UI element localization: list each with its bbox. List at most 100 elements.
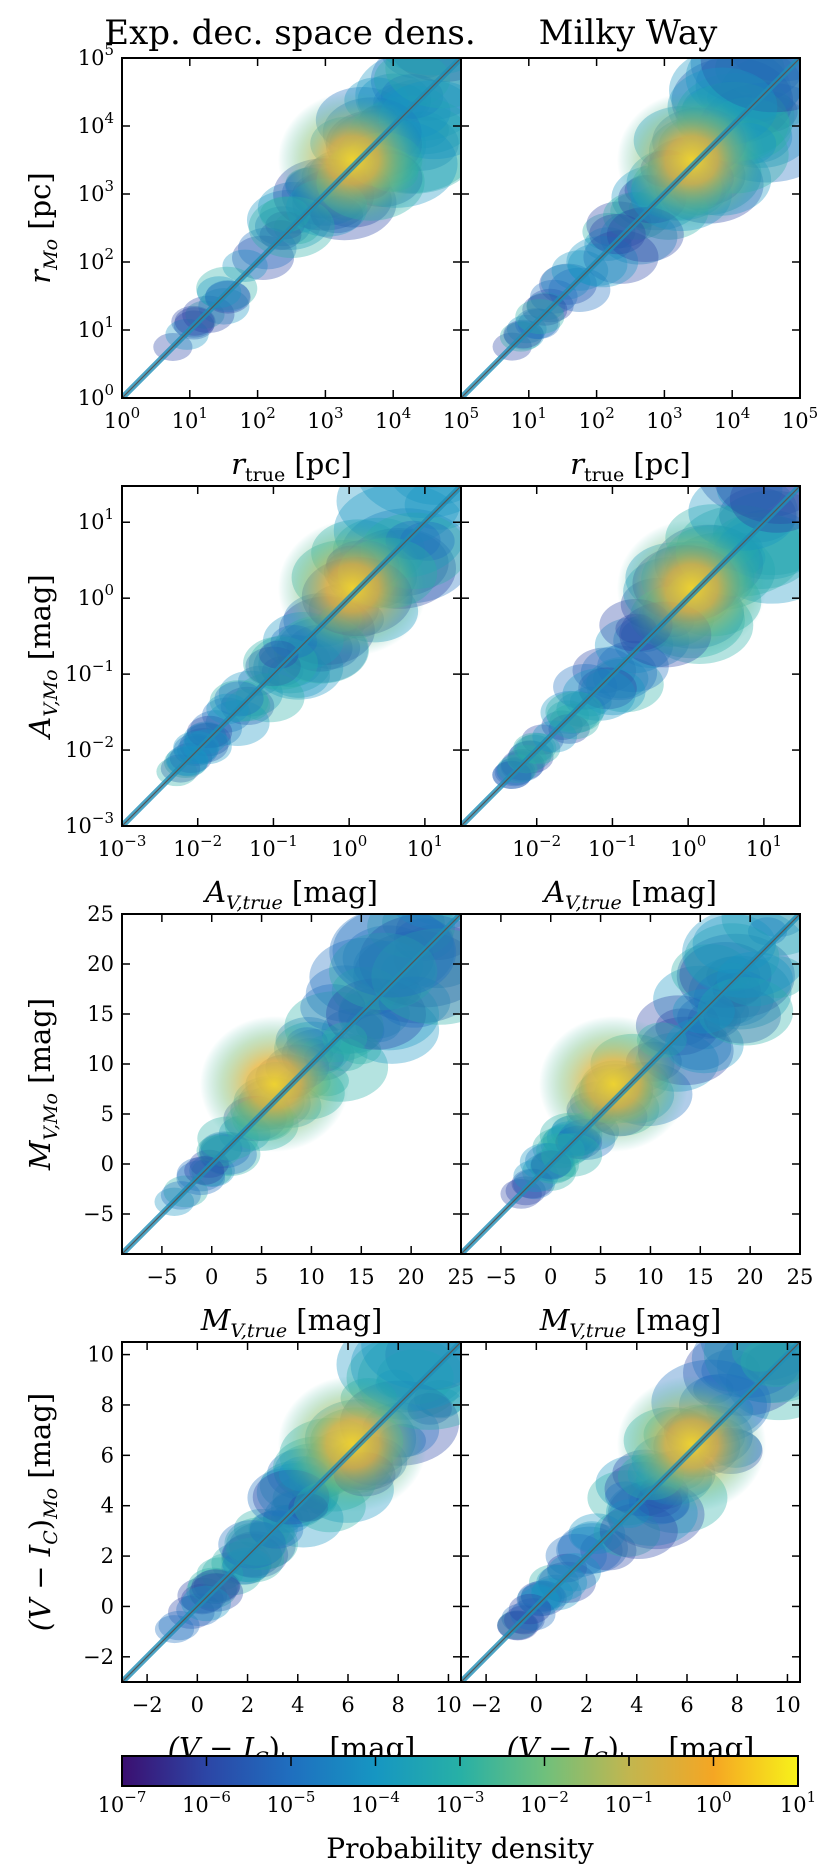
tick-label: 10−6 bbox=[182, 1788, 231, 1817]
tick-label: 8 bbox=[101, 1393, 114, 1417]
y-ticks bbox=[461, 57, 800, 399]
tick-label: 2 bbox=[241, 1693, 254, 1717]
tick-label: 0 bbox=[101, 1594, 114, 1618]
axis-label: MV,Mo [mag] bbox=[23, 998, 62, 1171]
tick-label: 10 bbox=[637, 1265, 664, 1289]
density-blob bbox=[599, 1503, 678, 1559]
density-blob bbox=[747, 956, 800, 998]
tick-label: 10−5 bbox=[267, 1788, 316, 1817]
density-blob bbox=[332, 914, 455, 995]
tick-label: 2 bbox=[580, 1693, 593, 1717]
colorbar: 10−7 10−6 10−5 10−4 10−3 10−2 10−1 100 101 Proba… bbox=[98, 1755, 816, 1865]
tick-label: 100 bbox=[670, 832, 706, 861]
density-blob bbox=[329, 914, 457, 998]
tick-label: 10−3 bbox=[65, 809, 114, 838]
tick-label: 101 bbox=[172, 404, 208, 433]
tick-label: 15 bbox=[348, 1265, 375, 1289]
y-ticks: 10−3 10−2 10−1 100 101 bbox=[65, 505, 461, 838]
density-blob bbox=[682, 1017, 727, 1050]
density-blob bbox=[254, 206, 311, 247]
density-blob bbox=[329, 932, 438, 1011]
density-blob bbox=[198, 288, 250, 325]
tick-label: 103 bbox=[646, 404, 682, 433]
tick-label: 100 bbox=[695, 1788, 731, 1817]
tick-label: 102 bbox=[239, 404, 275, 433]
panel-rows: 100 101 102 103 104 105100101102103104105rtru… bbox=[23, 20, 818, 1770]
panel-extinction-right: 10−2 10−1 100 101 AV,true [mag] bbox=[460, 485, 801, 914]
density-blob bbox=[600, 209, 678, 265]
density-blob bbox=[238, 665, 280, 696]
density-blob bbox=[331, 966, 400, 1016]
axis-label: (V − IC)Mo [mag] bbox=[23, 1393, 62, 1631]
tick-label: 6 bbox=[101, 1443, 114, 1467]
density-blob bbox=[715, 58, 785, 94]
density-blob bbox=[382, 58, 457, 79]
reference-line bbox=[461, 58, 800, 398]
density-blob bbox=[214, 681, 264, 717]
panel-row-extinction: 10−3 10−2 10−1 100 101 10−3 10−2 10−1 100 101 AV,t… bbox=[23, 485, 801, 914]
density-blob bbox=[690, 58, 800, 105]
tick-label: 25 bbox=[787, 1265, 814, 1289]
tick-label: 10−2 bbox=[173, 832, 222, 861]
density-blob bbox=[721, 914, 800, 956]
tick-label: 104 bbox=[714, 404, 750, 433]
density-blob bbox=[222, 249, 268, 283]
tick-label: 101 bbox=[511, 404, 547, 433]
tick-label: 20 bbox=[737, 1265, 764, 1289]
density-blob bbox=[731, 1342, 788, 1372]
colorbar-label: Probability density bbox=[326, 1832, 594, 1865]
density-blob bbox=[414, 1380, 461, 1418]
tick-label: 10−2 bbox=[520, 1788, 569, 1817]
density-blob bbox=[653, 965, 747, 1033]
density-blob bbox=[715, 486, 800, 524]
density-blob bbox=[712, 972, 761, 1008]
axis-label: AV,true [mag] bbox=[202, 875, 378, 914]
tick-label: 20 bbox=[87, 952, 114, 976]
density-blob bbox=[191, 1157, 233, 1187]
density-blob bbox=[221, 1537, 285, 1583]
density-blob bbox=[586, 656, 664, 713]
tick-label: 10 bbox=[435, 1693, 462, 1717]
tick-label: 10−1 bbox=[65, 657, 114, 686]
density-blob bbox=[338, 978, 440, 1051]
x-ticks: 101 102 103 104 105 bbox=[511, 58, 818, 433]
density-blob bbox=[540, 264, 591, 300]
tick-label: 10−3 bbox=[436, 1788, 485, 1817]
tick-label: 101 bbox=[780, 1788, 816, 1817]
density-blob bbox=[384, 58, 461, 76]
axis-label: rtrue [pc] bbox=[231, 447, 352, 486]
density-heatmap bbox=[461, 486, 800, 826]
tick-label: 2 bbox=[101, 1544, 114, 1568]
tick-label: 105 bbox=[78, 41, 114, 70]
tick-label: 4 bbox=[101, 1494, 114, 1518]
axis-label: MV,true [mag] bbox=[539, 1303, 722, 1342]
panel-row-distance: 100 101 102 103 104 105 100 101 102 103 104 105 rtru… bbox=[23, 20, 818, 486]
density-blob bbox=[586, 201, 652, 249]
x-ticks: −5 0 5 10 15 20 25 bbox=[146, 914, 474, 1289]
density-blob bbox=[747, 20, 794, 54]
density-blob bbox=[378, 976, 451, 1028]
tick-label: 0 bbox=[544, 1265, 557, 1289]
tick-label: 4 bbox=[291, 1693, 304, 1717]
axes-frame bbox=[460, 485, 801, 827]
density-blob bbox=[546, 1553, 588, 1583]
density-core bbox=[538, 1016, 689, 1152]
panel-absmag-left: −5 0 5 10 15 20 25 −5 0 5 10 15 20 25 MV,true [mag] bbox=[83, 902, 474, 1342]
reference-line bbox=[122, 486, 461, 826]
panel-extinction-left: 10−3 10−2 10−1 100 101 10−3 10−2 10−1 100 101 AV,t… bbox=[65, 485, 462, 914]
tick-label: 6 bbox=[680, 1693, 693, 1717]
tick-label: 102 bbox=[578, 404, 614, 433]
density-blob bbox=[716, 1342, 800, 1403]
density-blob bbox=[353, 930, 461, 1024]
tick-label: 100 bbox=[78, 581, 114, 610]
density-blob bbox=[545, 1533, 607, 1578]
density-blob bbox=[668, 1025, 732, 1071]
tick-label: −2 bbox=[132, 1693, 163, 1717]
tick-label: 10−1 bbox=[249, 832, 298, 861]
tick-label: 105 bbox=[782, 404, 818, 433]
density-heatmap bbox=[461, 1342, 800, 1682]
tick-label: 102 bbox=[78, 245, 114, 274]
density-blob bbox=[701, 981, 762, 1025]
density-heatmap bbox=[122, 914, 461, 1254]
density-blob bbox=[300, 984, 366, 1031]
